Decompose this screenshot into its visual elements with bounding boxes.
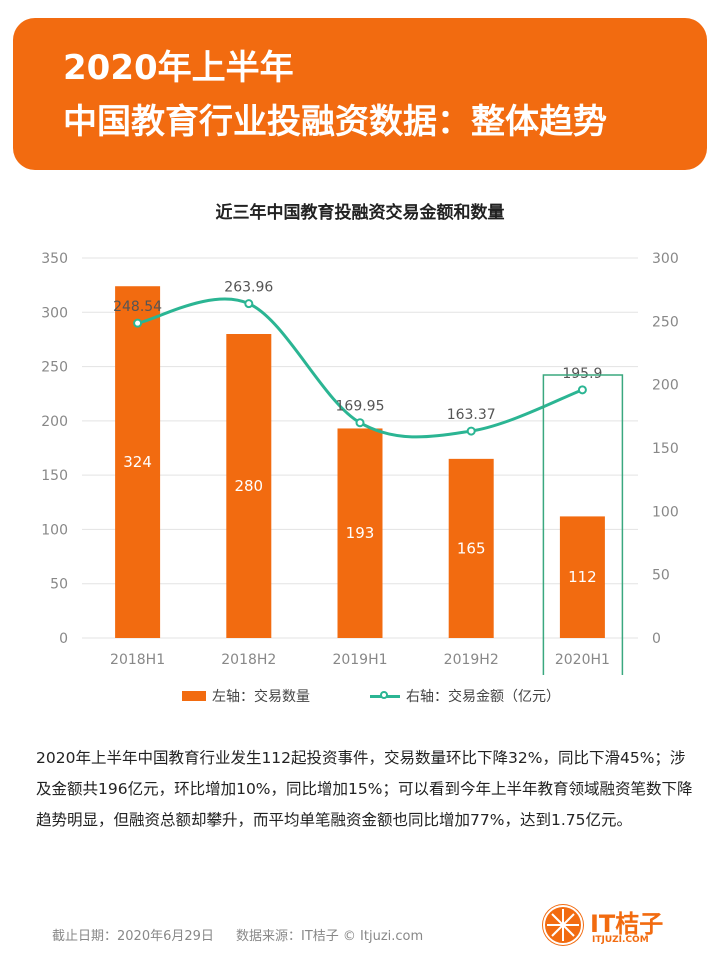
bar-value-label: 165 (457, 539, 486, 557)
title-banner: 2020年上半年 中国教育行业投融资数据：整体趋势 (13, 18, 707, 170)
chart-title: 近三年中国教育投融资交易金额和数量 (215, 203, 505, 223)
bar-value-label: 324 (123, 453, 152, 471)
y-left-tick-label: 100 (41, 522, 68, 538)
logo-subtext: ITJUZI.COM (592, 935, 649, 945)
y-left-tick-label: 150 (41, 468, 68, 484)
banner-title-line-1: 2020年上半年 (63, 48, 294, 88)
legend-line-swatch (370, 691, 400, 701)
y-right-tick-label: 200 (652, 378, 679, 394)
combo-chart: 0 50 100 150 200 250 300 350 0 50 100 150 200 250 300 3… (41, 251, 679, 675)
y-left-tick-label: 300 (41, 305, 68, 321)
line-value-label: 195.9 (562, 366, 602, 382)
x-tick-label: 2018H1 (110, 652, 165, 668)
logo-text: IT桔子 (590, 910, 664, 938)
legend-line-label: 右轴：交易金额（亿元） (406, 689, 560, 705)
y-right-tick-label: 50 (652, 568, 670, 584)
orange-slice-icon (542, 904, 584, 946)
line-value-label: 163.37 (447, 407, 496, 423)
highlight-box (542, 374, 624, 675)
y-right-tick-label: 250 (652, 314, 679, 330)
summary-paragraph: 2020年上半年中国教育行业发生112起投资事件，交易数量环比下降32%，同比下… (36, 749, 693, 829)
bar (559, 516, 605, 638)
bar-value-label: 193 (346, 524, 375, 542)
y-right-tick-label: 100 (652, 504, 679, 520)
bar (226, 334, 272, 638)
line-value-label: 169.95 (336, 399, 385, 415)
bar (115, 286, 161, 638)
y-left-tick-label: 0 (59, 631, 68, 647)
x-tick-label: 2020H1 (555, 652, 610, 668)
y-right-tick-label: 300 (652, 251, 679, 267)
x-tick-label: 2019H1 (332, 652, 387, 668)
y-right-tick-label: 0 (652, 631, 661, 647)
bar-value-label: 280 (234, 477, 263, 495)
brand-logo: IT桔子 ITJUZI.COM (542, 902, 692, 950)
legend-line-marker (380, 691, 388, 699)
line-point (244, 299, 254, 309)
legend-bar: 左轴：交易数量 (182, 686, 310, 706)
y-left-tick-label: 200 (41, 414, 68, 430)
line-point (355, 418, 365, 428)
y-left-tick-label: 350 (41, 251, 68, 267)
line-value-label: 248.54 (113, 299, 162, 315)
x-tick-label: 2018H2 (221, 652, 276, 668)
y-right-tick-label: 150 (652, 441, 679, 457)
y-left-tick-label: 250 (41, 360, 68, 376)
legend-bar-label: 左轴：交易数量 (212, 689, 310, 705)
line-point (133, 318, 143, 328)
line-point (577, 385, 587, 395)
line-point (466, 426, 476, 436)
y-left-tick-label: 50 (50, 577, 68, 593)
legend-bar-swatch (182, 691, 206, 701)
banner-title-line-2: 中国教育行业投融资数据：整体趋势 (63, 102, 607, 142)
bar-value-label: 112 (568, 568, 597, 586)
x-tick-label: 2019H2 (444, 652, 499, 668)
line-value-label: 263.96 (224, 280, 273, 296)
footer-date: 截止日期：2020年6月29日 (52, 929, 214, 944)
amount-line (137, 297, 583, 439)
bar (337, 428, 383, 638)
legend-line: 右轴：交易金额（亿元） (370, 686, 560, 706)
footer-source: 数据来源：IT桔子 © Itjuzi.com (236, 929, 424, 944)
bar (448, 458, 494, 638)
